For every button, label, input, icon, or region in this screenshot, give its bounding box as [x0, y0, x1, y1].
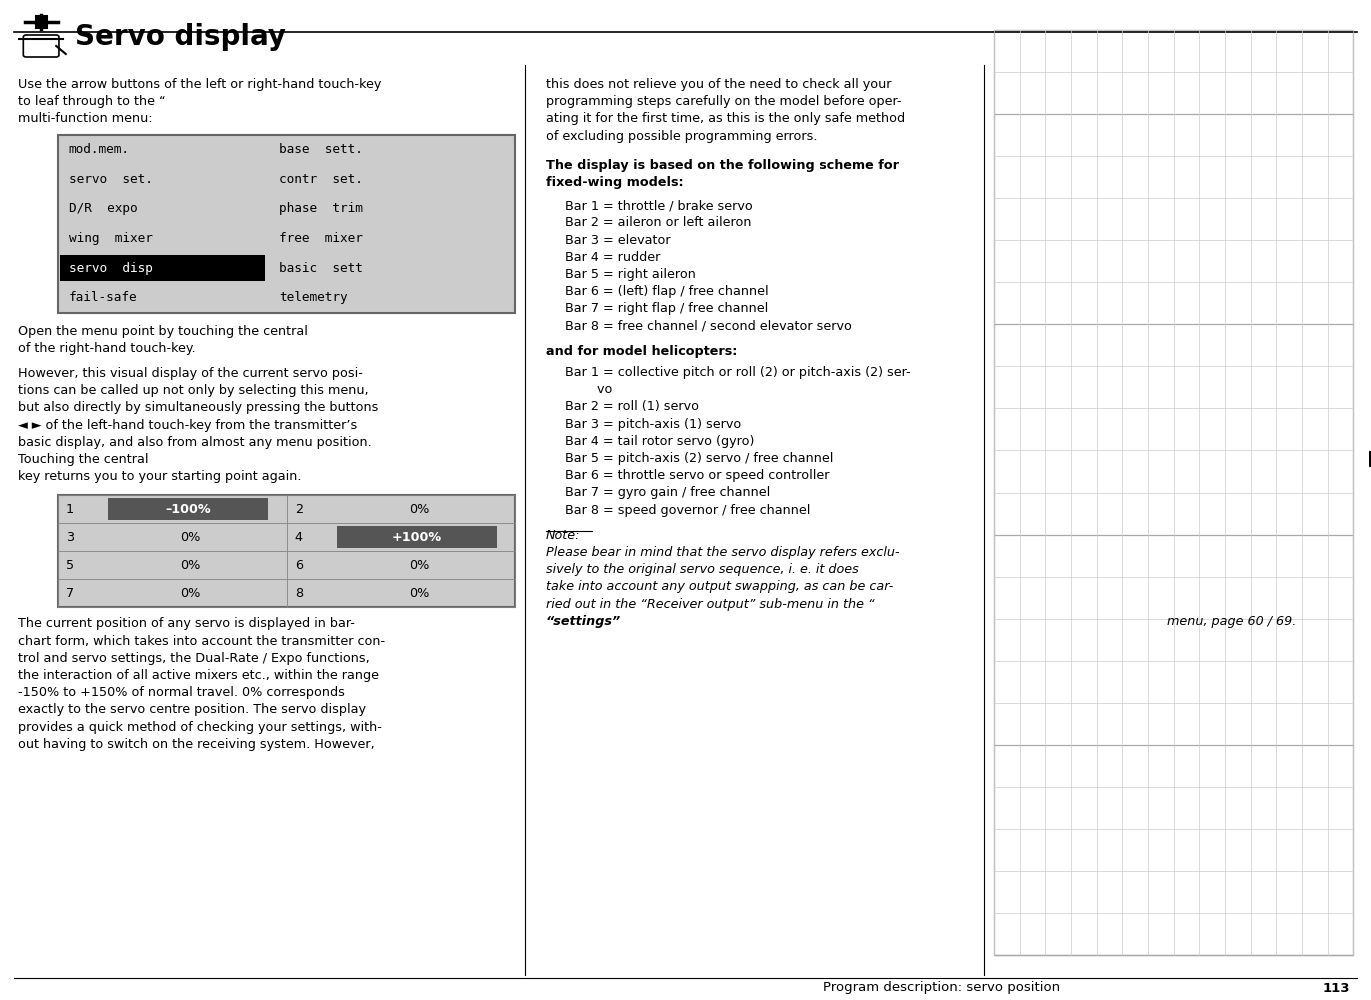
Bar [58, 495, 515, 607]
Text: free  mixer: free mixer [280, 232, 363, 245]
Text: Bar 2 = roll (1) servo: Bar 2 = roll (1) servo [565, 400, 699, 413]
Text: Please bear in mind that the servo display refers exclu-: Please bear in mind that the servo displ… [546, 546, 899, 559]
Text: Open the menu point by touching the central: Open the menu point by touching the cent… [18, 325, 311, 338]
Text: but also directly by simultaneously pressing the buttons: but also directly by simultaneously pres… [18, 401, 378, 414]
Text: However, this visual display of the current servo posi-: However, this visual display of the curr… [18, 367, 363, 380]
Text: key returns you to your starting point again.: key returns you to your starting point a… [18, 470, 302, 483]
Bar [337, 526, 498, 548]
Text: 3: 3 [66, 531, 74, 544]
Text: of excluding possible programming errors.: of excluding possible programming errors… [546, 130, 817, 143]
Text: Note:: Note: [546, 529, 580, 542]
Text: D/R  expo: D/R expo [69, 202, 137, 215]
Text: programming steps carefully on the model before oper-: programming steps carefully on the model… [546, 95, 901, 108]
Text: 0%: 0% [409, 587, 429, 600]
Text: ◄ ► of the left-hand touch-key from the transmitter’s: ◄ ► of the left-hand touch-key from the … [18, 419, 356, 432]
Text: Bar 5 = right aileron: Bar 5 = right aileron [565, 268, 695, 281]
Text: servo  disp: servo disp [69, 262, 152, 275]
Text: Use the arrow buttons of the left or right-hand touch-key: Use the arrow buttons of the left or rig… [18, 78, 381, 91]
Bar [994, 30, 1353, 955]
Text: contr  set.: contr set. [280, 173, 363, 186]
Text: this does not relieve you of the need to check all your: this does not relieve you of the need to… [546, 78, 891, 91]
Text: The current position of any servo is displayed in bar-: The current position of any servo is dis… [18, 617, 355, 630]
Text: The display is based on the following scheme for: The display is based on the following sc… [546, 159, 898, 172]
Bar [108, 498, 269, 520]
Text: fail-safe: fail-safe [69, 291, 137, 304]
Text: ried out in the “Receiver output” sub-menu in the “: ried out in the “Receiver output” sub-me… [546, 598, 875, 611]
Text: Bar 2 = aileron or left aileron: Bar 2 = aileron or left aileron [565, 216, 751, 229]
Text: exactly to the servo centre position. The servo display: exactly to the servo centre position. Th… [18, 703, 366, 716]
Bar [287, 495, 515, 523]
Text: trol and servo settings, the Dual-Rate / Expo functions,: trol and servo settings, the Dual-Rate /… [18, 652, 370, 665]
Bar [58, 579, 287, 607]
Bar [58, 135, 515, 313]
Text: Touching the central: Touching the central [18, 453, 152, 466]
Text: Bar 1 = collective pitch or roll (2) or pitch-axis (2) ser-: Bar 1 = collective pitch or roll (2) or … [565, 366, 910, 379]
Text: 7: 7 [66, 587, 74, 600]
Text: Bar 3 = elevator: Bar 3 = elevator [565, 234, 670, 247]
Bar [58, 495, 287, 523]
Text: Servo display: Servo display [75, 23, 287, 51]
Text: basic display, and also from almost any menu position.: basic display, and also from almost any … [18, 436, 372, 449]
Bar [60, 255, 266, 281]
Text: +100%: +100% [392, 531, 441, 544]
Text: Bar 6 = (left) flap / free channel: Bar 6 = (left) flap / free channel [565, 285, 769, 298]
Bar [58, 523, 287, 551]
Text: vo: vo [565, 383, 613, 396]
Text: Bar 7 = gyro gain / free channel: Bar 7 = gyro gain / free channel [565, 486, 771, 499]
Bar [287, 551, 515, 579]
Text: Program description: servo position: Program description: servo position [823, 982, 1060, 994]
Text: fixed-wing models:: fixed-wing models: [546, 176, 683, 189]
Text: -150% to +150% of normal travel. 0% corresponds: -150% to +150% of normal travel. 0% corr… [18, 686, 344, 699]
Text: 0%: 0% [409, 559, 429, 572]
Text: 6: 6 [295, 559, 303, 572]
Text: 4: 4 [295, 531, 303, 544]
Text: provides a quick method of checking your settings, with-: provides a quick method of checking your… [18, 721, 381, 734]
Text: ating it for the first time, as this is the only safe method: ating it for the first time, as this is … [546, 112, 905, 125]
Text: 0%: 0% [180, 531, 200, 544]
Text: sively to the original servo sequence, i. e. it does: sively to the original servo sequence, i… [546, 563, 862, 576]
Text: Bar 8 = speed governor / free channel: Bar 8 = speed governor / free channel [565, 504, 810, 517]
Text: “settings”: “settings” [546, 615, 621, 628]
Text: wing  mixer: wing mixer [69, 232, 152, 245]
Text: 0%: 0% [409, 503, 429, 516]
Text: Bar 8 = free channel / second elevator servo: Bar 8 = free channel / second elevator s… [565, 320, 851, 333]
Text: and for model helicopters:: and for model helicopters: [546, 345, 738, 358]
Text: 0%: 0% [180, 559, 200, 572]
Text: multi-function menu:: multi-function menu: [18, 112, 152, 125]
Bar [287, 579, 515, 607]
Text: 113: 113 [1323, 982, 1350, 994]
Text: mod.mem.: mod.mem. [69, 143, 129, 156]
Text: 2: 2 [295, 503, 303, 516]
Text: Bar 4 = tail rotor servo (gyro): Bar 4 = tail rotor servo (gyro) [565, 435, 754, 448]
Bar [1368, 451, 1371, 467]
Text: base  sett.: base sett. [280, 143, 363, 156]
Text: Bar 6 = throttle servo or speed controller: Bar 6 = throttle servo or speed controll… [565, 469, 829, 482]
Text: Bar 4 = rudder: Bar 4 = rudder [565, 251, 661, 264]
Text: phase  trim: phase trim [280, 202, 363, 215]
Text: Bar 1 = throttle / brake servo: Bar 1 = throttle / brake servo [565, 199, 753, 212]
Bar [36, 16, 47, 28]
Text: 1: 1 [66, 503, 74, 516]
Text: menu, page 60 / 69.: menu, page 60 / 69. [1163, 615, 1297, 628]
Text: 0%: 0% [180, 587, 200, 600]
Text: basic  sett: basic sett [280, 262, 363, 275]
Text: 5: 5 [66, 559, 74, 572]
Text: servo  set.: servo set. [69, 173, 152, 186]
Text: 8: 8 [295, 587, 303, 600]
Text: out having to switch on the receiving system. However,: out having to switch on the receiving sy… [18, 738, 374, 751]
Text: of the right-hand touch-key.: of the right-hand touch-key. [18, 342, 196, 355]
Text: Bar 5 = pitch-axis (2) servo / free channel: Bar 5 = pitch-axis (2) servo / free chan… [565, 452, 834, 465]
Text: the interaction of all active mixers etc., within the range: the interaction of all active mixers etc… [18, 669, 378, 682]
Bar [287, 523, 515, 551]
Text: to leaf through to the “: to leaf through to the “ [18, 95, 166, 108]
Text: –100%: –100% [166, 503, 211, 516]
Text: Bar 3 = pitch-axis (1) servo: Bar 3 = pitch-axis (1) servo [565, 418, 742, 431]
Text: chart form, which takes into account the transmitter con-: chart form, which takes into account the… [18, 635, 385, 648]
Bar [58, 551, 287, 579]
Text: telemetry: telemetry [280, 291, 348, 304]
Text: take into account any output swapping, as can be car-: take into account any output swapping, a… [546, 580, 893, 593]
Text: tions can be called up not only by selecting this menu,: tions can be called up not only by selec… [18, 384, 369, 397]
Text: Bar 7 = right flap / free channel: Bar 7 = right flap / free channel [565, 302, 768, 315]
